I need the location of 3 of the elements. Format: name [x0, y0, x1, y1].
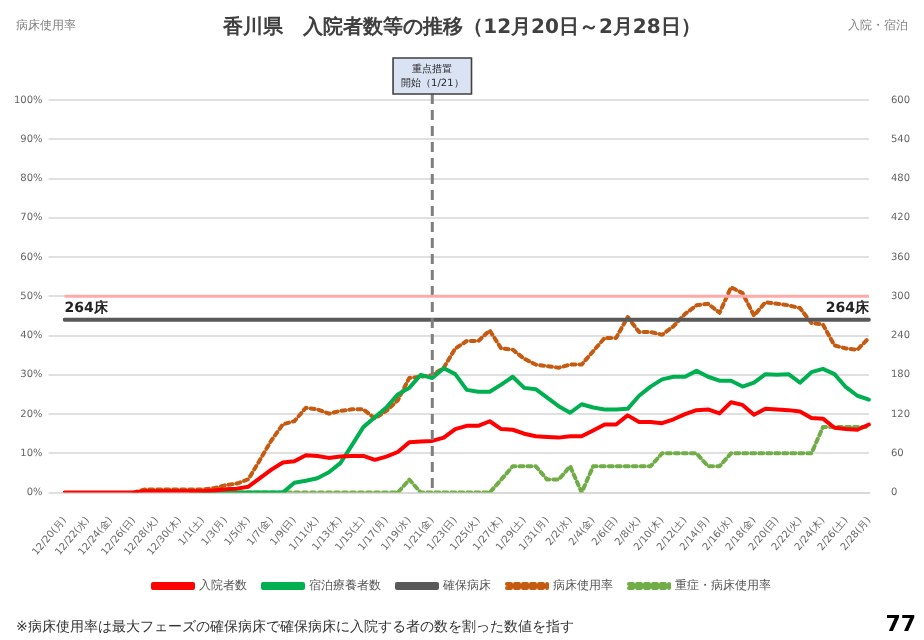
text: 77 — [885, 610, 916, 637]
line-series — [131, 285, 871, 493]
chart-title: 香川県 入院者数等の推移（12月20日～2月28日） — [221, 15, 701, 40]
